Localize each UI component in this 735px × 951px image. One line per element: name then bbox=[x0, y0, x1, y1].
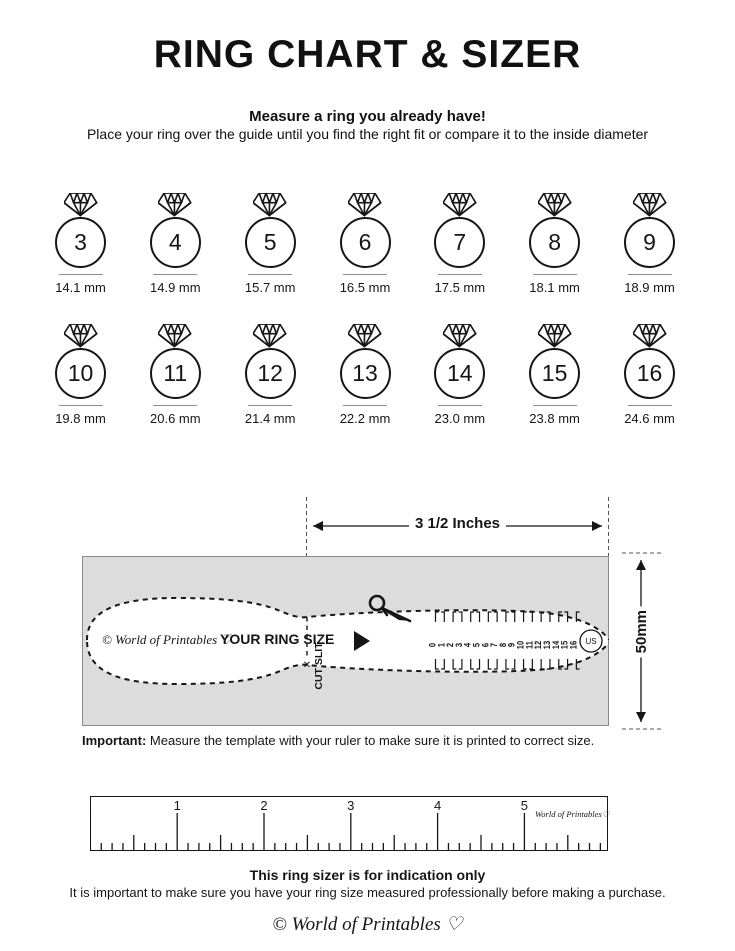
svg-text:✕: ✕ bbox=[303, 660, 311, 671]
svg-text:3: 3 bbox=[347, 798, 354, 813]
svg-text:© World of Printables ♡: © World of Printables ♡ bbox=[102, 632, 233, 647]
svg-text:4: 4 bbox=[434, 798, 441, 813]
svg-text:2: 2 bbox=[260, 798, 267, 813]
svg-text:16: 16 bbox=[569, 640, 579, 649]
svg-text:YOUR RING SIZE: YOUR RING SIZE bbox=[220, 631, 334, 647]
svg-text:1: 1 bbox=[174, 798, 181, 813]
svg-text:CUT SLIT: CUT SLIT bbox=[313, 642, 325, 690]
svg-text:5: 5 bbox=[521, 798, 528, 813]
svg-text:US: US bbox=[585, 637, 596, 646]
